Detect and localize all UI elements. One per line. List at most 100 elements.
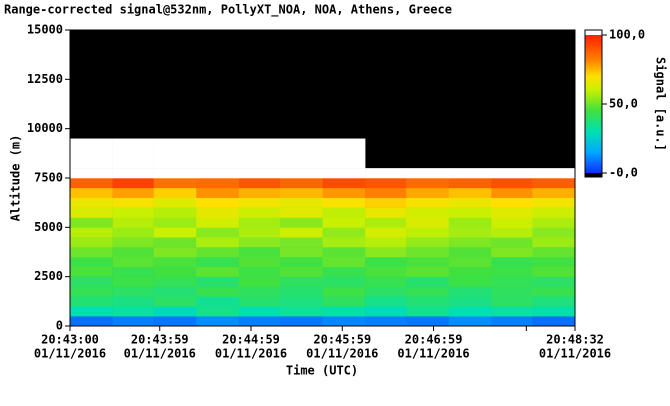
heatmap-cell — [532, 276, 576, 287]
heatmap-cell — [153, 256, 197, 268]
heatmap-cell — [112, 168, 154, 179]
heatmap-cell — [112, 178, 154, 189]
heatmap-cell — [322, 197, 366, 208]
colorbar-tick-label: -0,0 — [609, 166, 638, 180]
y-tick-label: 0 — [56, 319, 63, 333]
heatmap-cell — [238, 227, 281, 238]
colorbar — [585, 35, 602, 173]
heatmap-cell — [238, 286, 281, 297]
heatmap-cell — [322, 207, 366, 218]
heatmap-cell — [365, 286, 407, 297]
heatmap-cell — [238, 276, 281, 287]
heatmap-cell — [322, 266, 366, 277]
heatmap-cell — [112, 256, 154, 268]
heatmap-cell — [406, 187, 450, 199]
heatmap-cell — [279, 266, 323, 277]
heatmap-cell — [238, 316, 281, 327]
heatmap-cell — [448, 306, 492, 317]
heatmap-cell — [196, 158, 240, 169]
heatmap-cell — [365, 306, 407, 317]
heatmap-cell — [153, 237, 197, 248]
heatmap-cell — [279, 197, 323, 208]
x-axis-label: Time (UTC) — [286, 364, 358, 378]
heatmap-cell — [70, 296, 113, 307]
heatmap-cell — [153, 266, 197, 277]
heatmap-cell — [491, 217, 533, 228]
heatmap-cell — [448, 217, 492, 228]
heatmap-cell — [491, 197, 533, 208]
heatmap-cell — [406, 227, 450, 238]
heatmap-cell — [112, 237, 154, 248]
heatmap-cell — [70, 247, 113, 258]
heatmap-cell — [406, 178, 450, 189]
heatmap-cell — [238, 237, 281, 248]
heatmap-cell — [491, 276, 533, 287]
heatmap-cell — [279, 227, 323, 238]
heatmap-cell — [196, 237, 240, 248]
heatmap-cell — [406, 256, 450, 268]
heatmap-cell — [112, 217, 154, 228]
heatmap-cell — [279, 237, 323, 248]
heatmap-cell — [279, 158, 323, 169]
heatmap-cell — [365, 217, 407, 228]
heatmap-cell — [112, 296, 154, 307]
heatmap-cell — [153, 187, 197, 199]
heatmap-cell — [448, 187, 492, 199]
x-tick-label: 01/11/2016 — [34, 347, 106, 361]
y-axis-label: Altitude (m) — [9, 135, 23, 222]
heatmap-cell — [279, 168, 323, 179]
heatmap-cell — [491, 316, 533, 327]
heatmap-cell — [322, 227, 366, 238]
heatmap-cell — [448, 247, 492, 258]
heatmap-cell — [322, 168, 366, 179]
heatmap-cell — [406, 197, 450, 208]
heatmap-cell — [532, 207, 576, 218]
heatmap-cell — [279, 138, 323, 149]
heatmap-cell — [153, 217, 197, 228]
heatmap-cell — [196, 276, 240, 287]
heatmap-cell — [365, 227, 407, 238]
heatmap-cell — [322, 138, 366, 149]
heatmap-cell — [153, 138, 197, 149]
heatmap-cell — [112, 276, 154, 287]
heatmap-cell — [322, 316, 366, 327]
heatmap-cell — [448, 207, 492, 218]
heatmap-cell — [70, 227, 113, 238]
heatmap-cell — [365, 247, 407, 258]
heatmap-cell — [406, 276, 450, 287]
heatmap-cell — [532, 296, 576, 307]
heatmap-cell — [153, 276, 197, 287]
y-tick-label: 15000 — [27, 23, 63, 37]
heatmap-cell — [70, 187, 113, 199]
heatmap-cell — [448, 168, 492, 179]
heatmap-cell — [532, 178, 576, 189]
heatmap-cell — [532, 217, 576, 228]
heatmap-cell — [279, 148, 323, 159]
y-tick-label: 7500 — [34, 171, 63, 185]
heatmap-cell — [491, 178, 533, 189]
heatmap-cell — [70, 316, 113, 327]
heatmap-cell — [196, 187, 240, 199]
heatmap-cell — [196, 178, 240, 189]
heatmap-cell — [491, 187, 533, 199]
heatmap-cell — [406, 247, 450, 258]
heatmap-cell — [491, 207, 533, 218]
heatmap-cell — [448, 237, 492, 248]
heatmap-cell — [70, 276, 113, 287]
heatmap-cell — [153, 168, 197, 179]
heatmap-cell — [70, 138, 113, 149]
heatmap-cell — [532, 227, 576, 238]
heatmap-cell — [112, 197, 154, 208]
heatmap-cell — [532, 187, 576, 199]
heatmap-cell — [365, 237, 407, 248]
x-tick-label: 01/11/2016 — [124, 347, 196, 361]
y-tick-label: 10000 — [27, 121, 63, 135]
heatmap-cell — [322, 158, 366, 169]
heatmap-cell — [491, 168, 533, 179]
heatmap-cell — [406, 237, 450, 248]
heatmap-cell — [70, 148, 113, 159]
heatmap-cell — [532, 316, 576, 327]
heatmap-cell — [153, 207, 197, 218]
heatmap-cell — [238, 168, 281, 179]
heatmap-cell — [532, 247, 576, 258]
